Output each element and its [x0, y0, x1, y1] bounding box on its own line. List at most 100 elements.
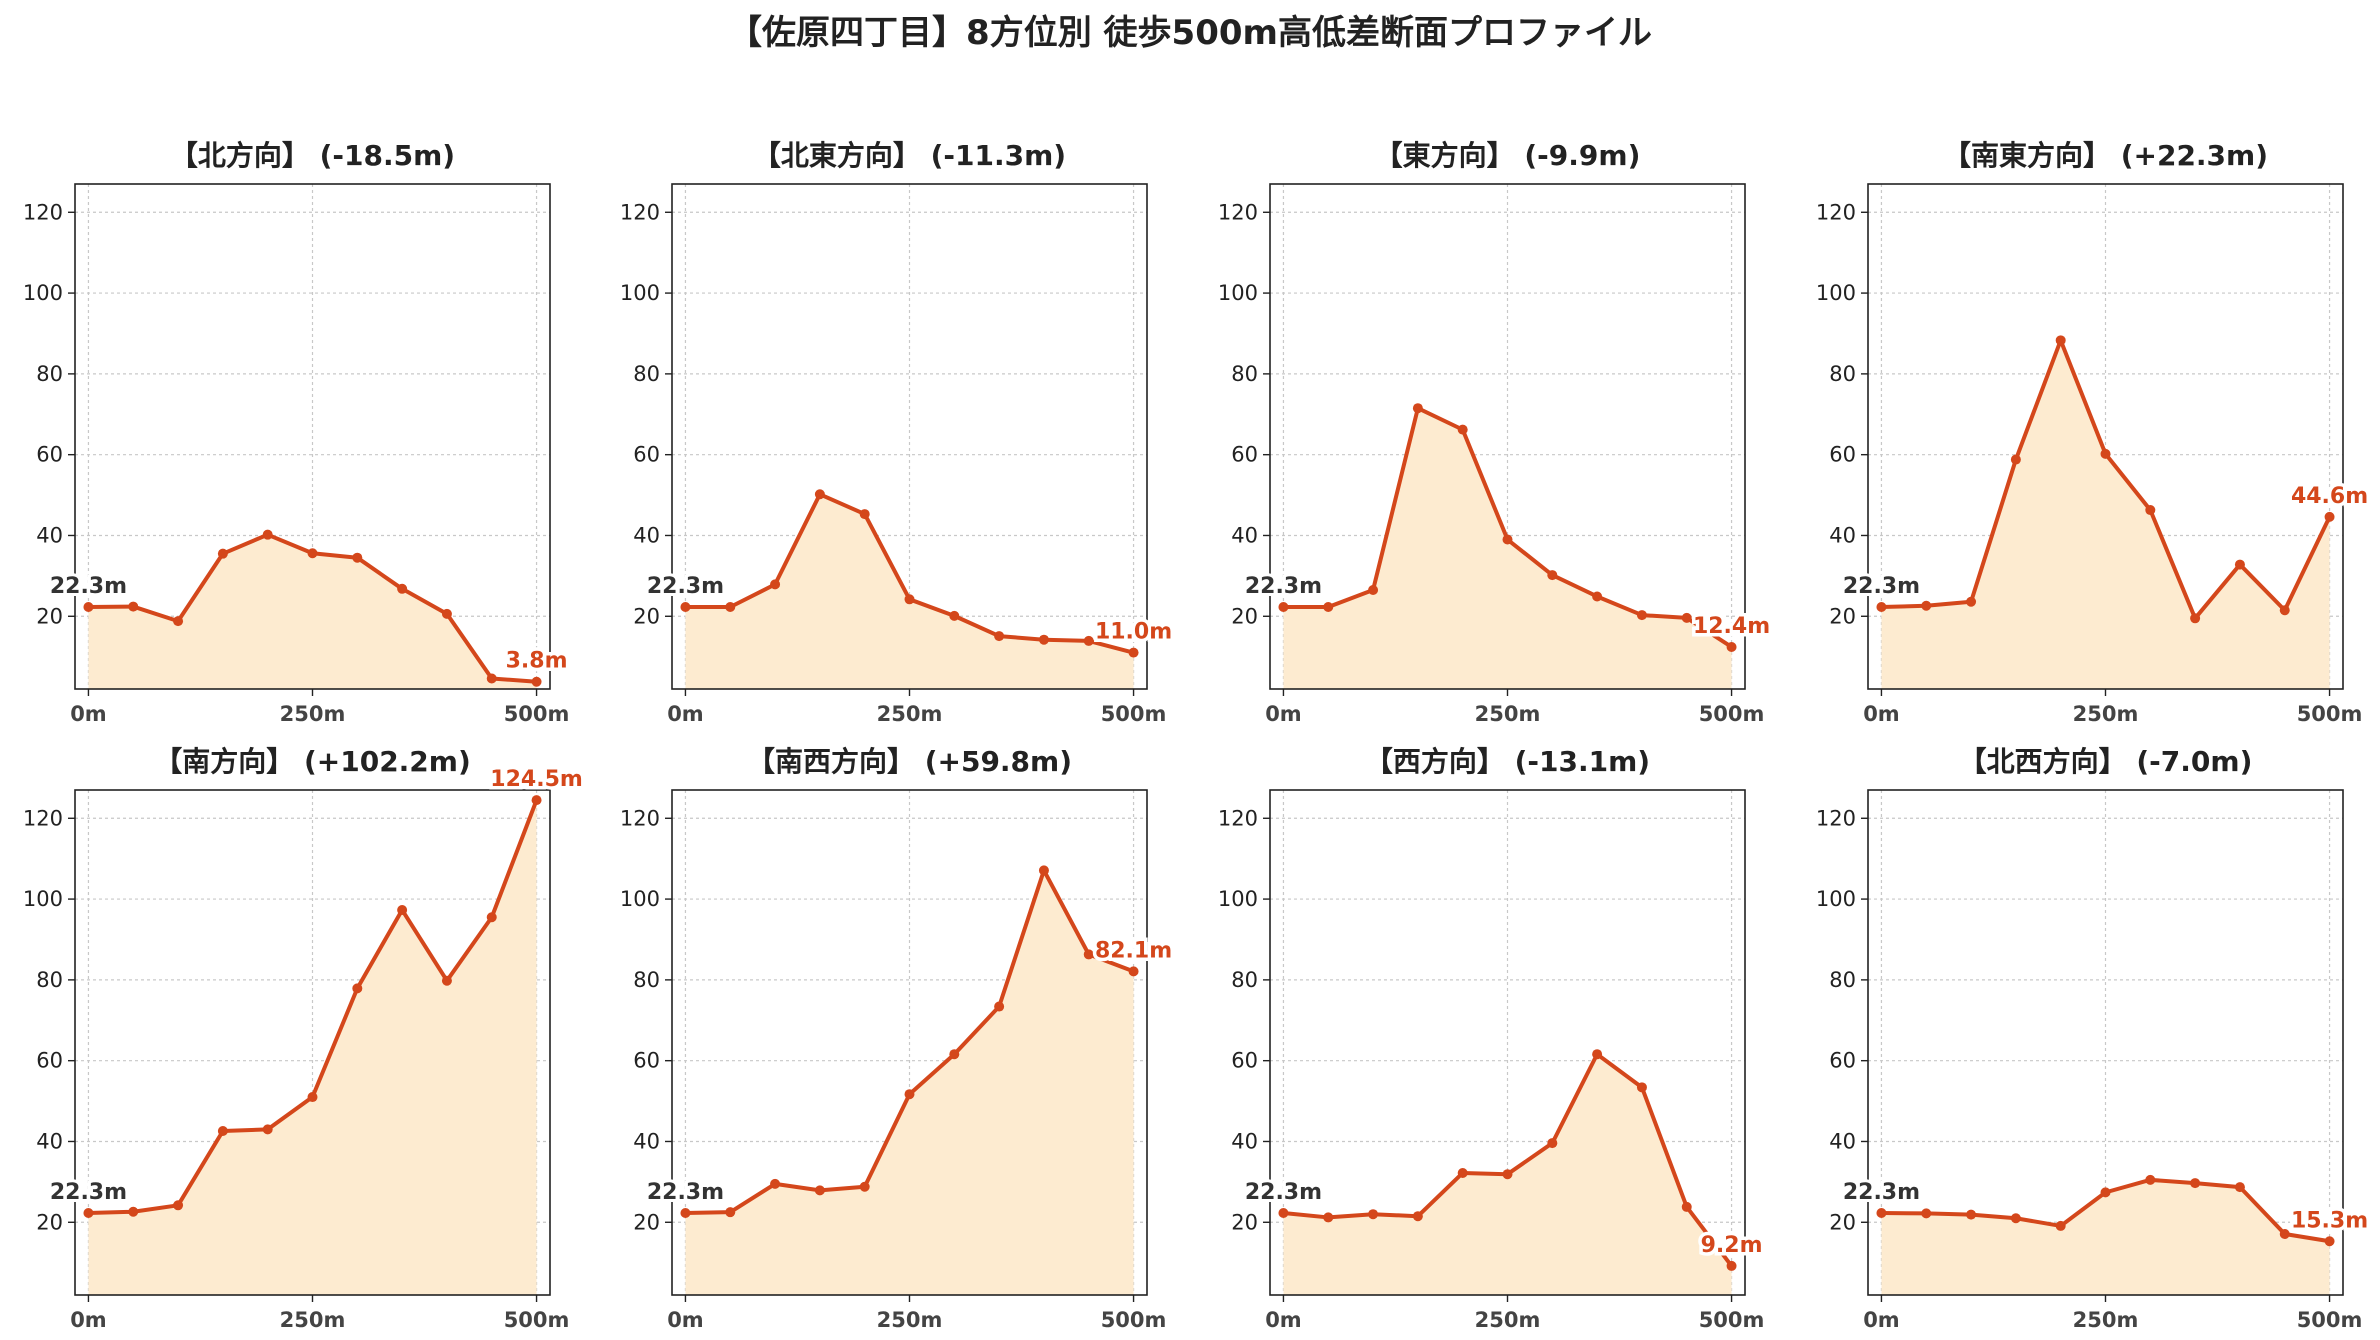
y-tick-label: 80: [1829, 968, 1856, 992]
x-tick-label: 500m: [2297, 702, 2363, 726]
x-tick-label: 0m: [1265, 1308, 1302, 1332]
y-tick-label: 60: [633, 1049, 660, 1073]
y-tick-label: 20: [1231, 604, 1258, 628]
data-point: [904, 594, 915, 605]
data-point: [1083, 949, 1094, 960]
y-tick-label: 120: [1816, 806, 1856, 830]
y-tick-label: 20: [633, 604, 660, 628]
y-tick-label: 40: [1829, 523, 1856, 547]
subplot-title: 【南方向】 (+102.2m): [154, 745, 471, 778]
data-point: [1636, 1082, 1647, 1093]
data-point: [1547, 1138, 1558, 1149]
data-point: [814, 1185, 825, 1196]
y-tick-label: 80: [1829, 362, 1856, 386]
data-point: [441, 608, 452, 619]
data-point: [1502, 534, 1513, 545]
y-tick-label: 60: [1829, 443, 1856, 467]
data-point: [397, 904, 408, 915]
data-point: [2100, 1187, 2111, 1198]
x-tick-label: 250m: [1475, 1308, 1541, 1332]
y-tick-label: 40: [633, 1129, 660, 1153]
data-point: [994, 1001, 1005, 1012]
x-tick-label: 500m: [1101, 1308, 1167, 1332]
data-point: [2010, 454, 2021, 465]
data-point: [1457, 1167, 1468, 1178]
data-point: [1966, 596, 1977, 607]
subplot-title: 【北方向】 (-18.5m): [170, 139, 455, 172]
data-point: [262, 1124, 273, 1135]
y-tick-label: 60: [36, 1049, 63, 1073]
data-point: [1636, 610, 1647, 621]
data-point: [486, 912, 497, 923]
data-point: [352, 552, 363, 563]
data-point: [1128, 647, 1139, 658]
y-tick-label: 120: [1816, 200, 1856, 224]
data-point: [307, 548, 318, 559]
x-tick-label: 500m: [504, 702, 570, 726]
y-tick-label: 20: [1829, 604, 1856, 628]
x-tick-label: 500m: [1699, 702, 1765, 726]
y-tick-label: 100: [23, 281, 63, 305]
data-point: [770, 579, 781, 590]
data-point: [770, 1178, 781, 1189]
data-point: [2324, 511, 2335, 522]
x-tick-label: 0m: [70, 702, 107, 726]
y-tick-label: 60: [633, 443, 660, 467]
data-point: [531, 676, 542, 687]
data-point: [1038, 865, 1049, 876]
subplot-1: 20 40 60 80 100 120 0m 250m 500m 【北東方向】 (-11.3m) 2…: [620, 139, 1176, 726]
y-tick-label: 80: [633, 362, 660, 386]
x-tick-label: 250m: [280, 1308, 346, 1332]
data-point: [1876, 601, 1887, 612]
y-tick-label: 20: [633, 1210, 660, 1234]
start-elevation-label: 22.3m: [50, 574, 127, 599]
y-tick-label: 100: [1816, 887, 1856, 911]
data-point: [725, 601, 736, 612]
data-point: [994, 631, 1005, 642]
y-tick-label: 40: [1829, 1129, 1856, 1153]
data-point: [949, 1049, 960, 1060]
data-point: [1278, 601, 1289, 612]
y-tick-label: 100: [620, 281, 660, 305]
subplot-title: 【東方向】 (-9.9m): [1375, 139, 1641, 172]
data-point: [441, 975, 452, 986]
data-point: [949, 610, 960, 621]
elevation-area: [1283, 408, 1732, 689]
data-point: [2145, 1174, 2156, 1185]
x-tick-label: 250m: [2073, 702, 2139, 726]
subplot-title: 【南東方向】 (+22.3m): [1943, 139, 2268, 172]
end-elevation-label: 15.3m: [2291, 1208, 2368, 1233]
y-tick-label: 80: [633, 968, 660, 992]
y-tick-label: 80: [1231, 362, 1258, 386]
y-tick-label: 100: [23, 887, 63, 911]
y-tick-label: 20: [1829, 1210, 1856, 1234]
data-point: [1323, 1212, 1334, 1223]
y-tick-label: 120: [23, 200, 63, 224]
x-tick-label: 0m: [1863, 1308, 1900, 1332]
x-tick-label: 0m: [70, 1308, 107, 1332]
y-tick-label: 80: [36, 968, 63, 992]
data-point: [1412, 1211, 1423, 1222]
data-point: [83, 1207, 94, 1218]
elevation-area: [88, 534, 537, 689]
data-point: [2279, 605, 2290, 616]
x-tick-label: 250m: [877, 702, 943, 726]
start-elevation-label: 22.3m: [1843, 1180, 1920, 1205]
data-point: [397, 583, 408, 594]
y-tick-label: 120: [1218, 200, 1258, 224]
end-elevation-label: 12.4m: [1693, 614, 1770, 639]
y-tick-label: 120: [620, 806, 660, 830]
data-point: [307, 1092, 318, 1103]
y-tick-label: 100: [620, 887, 660, 911]
subplot-title: 【西方向】 (-13.1m): [1365, 745, 1650, 778]
y-tick-label: 20: [36, 604, 63, 628]
data-point: [217, 548, 228, 559]
data-point: [83, 601, 94, 612]
x-tick-label: 0m: [667, 1308, 704, 1332]
data-point: [2190, 613, 2201, 624]
data-point: [2055, 1220, 2066, 1231]
x-tick-label: 500m: [504, 1308, 570, 1332]
end-elevation-label: 3.8m: [506, 649, 568, 674]
start-elevation-label: 22.3m: [647, 574, 724, 599]
x-tick-label: 0m: [667, 702, 704, 726]
